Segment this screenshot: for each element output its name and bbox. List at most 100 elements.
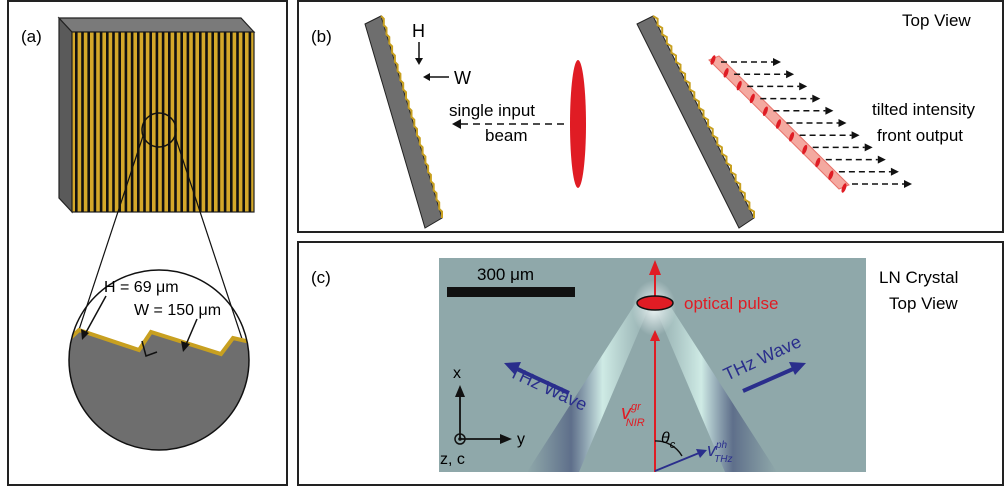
crystal-label-line2: Top View (889, 294, 958, 313)
output-arrowhead (864, 143, 873, 152)
groove-line (236, 32, 239, 212)
pulse-arrowhead (649, 260, 661, 275)
nir-velocity-label: vgr NIR (621, 401, 645, 429)
thz-velocity-arrowhead (696, 449, 707, 458)
thz-right-arrow (742, 367, 794, 393)
x-axis-arrowhead (455, 385, 465, 397)
thz-velocity-arrow (654, 452, 700, 472)
groove-line (137, 32, 140, 212)
pulse-segment (723, 68, 729, 78)
groove-line (161, 32, 165, 212)
grating-diagram: (a) H = 69 μm W = 150 μm (21, 16, 256, 451)
right-grating-teeth (652, 15, 755, 218)
pulse-segment (841, 183, 847, 193)
scale-label: 300 μm (477, 265, 534, 284)
w-marker: W (454, 68, 471, 88)
panel-b-label: (b) (311, 27, 332, 46)
scale-bar (447, 287, 575, 297)
output-arrows (721, 58, 912, 188)
groove-line (124, 32, 128, 212)
groove-line (93, 32, 97, 212)
width-label: W = 150 μm (134, 302, 221, 319)
height-arrowhead (81, 329, 89, 340)
groove-line (223, 32, 227, 212)
top-view-label: Top View (902, 11, 971, 30)
z-axis-symbol (454, 433, 466, 445)
y-axis-label: y (517, 431, 525, 448)
thz-left-arrow (516, 367, 570, 395)
tilted-front-diagram: (b) Top View H W single input beam tilte… (311, 11, 975, 229)
block-side (58, 16, 73, 214)
groove-line (112, 32, 115, 212)
right-angle-mark (141, 340, 158, 357)
left-grating (364, 15, 443, 229)
zoom-line-right (174, 135, 250, 361)
z-axis-dot (458, 437, 462, 441)
output-arrowhead (799, 82, 808, 91)
pulse-segment (762, 106, 768, 116)
h-arrowhead (415, 58, 423, 65)
zoom-line-left (68, 135, 144, 361)
width-arrowhead (181, 341, 190, 352)
output-arrowhead (812, 94, 821, 103)
cherenkov-diagram: (c) 300 μm optical pulse θc vgr NIR vph TH… (311, 258, 958, 472)
z-axis-label: z, c (440, 451, 465, 468)
pulse-segment (710, 55, 716, 65)
pulse-label: optical pulse (684, 294, 779, 313)
input-pulse (570, 60, 586, 188)
groove-line (87, 32, 90, 212)
groove-line (186, 32, 190, 212)
theta-label: θc (661, 430, 676, 451)
pulse-segment (815, 157, 821, 168)
panel-b: (b) Top View H W single input beam tilte… (297, 0, 1004, 233)
groove-line (118, 32, 121, 212)
groove-line (75, 32, 78, 212)
height-label: H = 69 μm (104, 279, 179, 296)
right-grating (636, 15, 755, 229)
x-axis-label: x (453, 365, 461, 382)
left-grating-teeth (380, 15, 443, 218)
input-label-line2: beam (485, 126, 528, 145)
output-label-line1: tilted intensity (872, 100, 975, 119)
output-arrowhead (773, 58, 781, 66)
groove-line (106, 32, 109, 212)
groove-line (211, 32, 214, 212)
groove-line (174, 32, 177, 212)
panel-c: (c) 300 μm optical pulse θc vgr NIR vph TH… (297, 241, 1004, 486)
crystal-label-line1: LN Crystal (879, 268, 958, 287)
magnified-profile (69, 327, 249, 450)
panel-a-label: (a) (21, 27, 42, 46)
groove-line (248, 32, 252, 212)
panel-c-label: (c) (311, 268, 331, 287)
panel-a: (a) H = 69 μm W = 150 μm (7, 0, 288, 486)
nir-velocity-arrowhead (650, 330, 660, 341)
width-arrow (184, 318, 198, 348)
groove-line (199, 32, 202, 212)
groove-line (155, 32, 159, 212)
output-arrowhead (786, 70, 795, 79)
groove-line (81, 32, 84, 212)
height-arrow (83, 295, 107, 337)
tilted-front-segments (710, 55, 847, 193)
output-arrowhead (904, 180, 912, 188)
output-arrowhead (877, 155, 886, 164)
thz-right-arrowhead (789, 362, 806, 375)
groove-line (168, 32, 171, 212)
output-label-line2: front output (877, 126, 963, 145)
groove-line (217, 32, 221, 212)
thz-velocity-label: vph THz (707, 440, 732, 465)
output-arrowhead (825, 106, 834, 115)
theta-arc (654, 440, 683, 457)
pulse-segment (802, 144, 808, 155)
groove-line (99, 32, 103, 212)
groove-line (205, 32, 208, 212)
output-arrowhead (890, 167, 899, 176)
input-beam-arrowhead (452, 119, 461, 129)
w-arrowhead (423, 73, 430, 81)
magnified-circle (68, 269, 250, 451)
pulse-segment (828, 170, 834, 180)
pulse-segment (789, 132, 795, 142)
input-label-line1: single input (449, 101, 535, 120)
y-axis-arrowhead (500, 434, 512, 444)
groove-line (230, 32, 233, 212)
